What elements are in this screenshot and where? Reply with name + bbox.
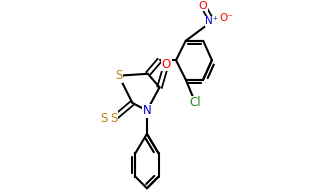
Text: Cl: Cl	[190, 96, 201, 109]
Text: S: S	[115, 69, 123, 82]
Text: N⁺: N⁺	[205, 16, 219, 26]
Text: O⁻: O⁻	[220, 13, 233, 23]
Text: O: O	[162, 58, 171, 71]
Text: S: S	[110, 112, 117, 125]
Text: N: N	[143, 104, 151, 117]
Text: O: O	[199, 1, 208, 11]
Text: S: S	[100, 112, 108, 125]
